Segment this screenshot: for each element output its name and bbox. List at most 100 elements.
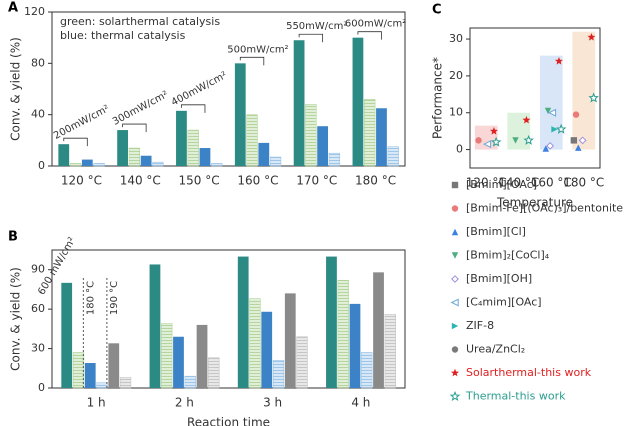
bar — [128, 147, 141, 167]
panel-label: B — [8, 230, 18, 245]
annotation: 400mW/cm² — [170, 70, 229, 109]
bar — [272, 360, 285, 389]
bar — [296, 336, 308, 389]
bar — [61, 282, 73, 388]
range-band — [572, 31, 596, 150]
note: blue: thermal catalysis — [60, 29, 186, 42]
marker — [451, 181, 459, 189]
x-tick-label: 120 °C — [61, 174, 102, 188]
y-tick-label: 60 — [31, 302, 45, 315]
legend-label: ZIF-8 — [466, 319, 494, 332]
bar — [376, 108, 387, 166]
bar — [284, 293, 296, 388]
marker — [522, 115, 531, 124]
marker — [449, 390, 461, 402]
y-tick-label: 0 — [38, 159, 45, 172]
marker — [587, 33, 596, 41]
bar — [117, 130, 128, 166]
bar — [81, 159, 93, 166]
bar — [187, 129, 199, 167]
bar — [58, 144, 70, 166]
legend-label: [Bmim]₂[CoCl]₄ — [466, 249, 550, 262]
marker — [542, 145, 549, 152]
legend-label: [Bmim][OAc] — [466, 178, 537, 191]
note: green: solarthermal catalysis — [60, 15, 220, 28]
marker — [578, 136, 587, 145]
bar — [196, 324, 208, 388]
marker — [588, 92, 599, 103]
y-axis-label: Conv. & yield (%) — [9, 37, 23, 141]
x-tick-label: 140 °C — [120, 174, 161, 188]
bar — [258, 142, 270, 166]
x-axis-label: Temperature — [496, 196, 573, 210]
bar — [69, 163, 82, 167]
bar — [293, 40, 305, 166]
marker — [523, 134, 534, 145]
range-band — [539, 55, 563, 150]
annotation: 200mW/cm² — [52, 103, 111, 142]
legend-label: Urea/ZnCl₂ — [466, 343, 525, 356]
bracket — [63, 137, 88, 147]
x-axis-label: Reaction time — [187, 416, 270, 426]
marker — [555, 57, 563, 65]
x-tick-label: 150 °C — [179, 174, 220, 188]
bar — [176, 110, 187, 166]
marker — [490, 127, 498, 135]
bar — [384, 314, 396, 389]
legend-label: [Bmim][Cl] — [466, 225, 526, 238]
bar — [152, 161, 164, 167]
bracket — [298, 33, 324, 43]
bar — [108, 343, 120, 388]
panel-label: C — [432, 3, 442, 18]
y-tick-label: 0 — [456, 143, 463, 156]
annotation: 550mW/cm² — [286, 21, 347, 32]
bar — [173, 336, 184, 388]
bracket — [122, 123, 147, 133]
bar — [361, 352, 373, 389]
bar — [140, 155, 152, 166]
marker — [451, 346, 459, 353]
bracket — [181, 104, 206, 113]
bar — [96, 382, 108, 389]
bar — [373, 272, 384, 388]
marker — [451, 205, 459, 212]
y-tick-label: 90 — [31, 263, 45, 276]
marker — [547, 108, 557, 117]
bar — [119, 377, 132, 389]
marker — [555, 123, 567, 134]
marker — [512, 137, 519, 144]
legend-label: Thermal-this work — [465, 390, 566, 403]
y-tick-label: 10 — [449, 106, 463, 119]
bar — [364, 99, 376, 167]
marker — [451, 275, 459, 283]
bar — [211, 163, 223, 167]
marker — [544, 107, 552, 115]
y-tick-label: 40 — [31, 108, 45, 121]
marker — [451, 322, 459, 330]
bar — [261, 311, 273, 388]
bar — [249, 298, 261, 389]
axes-frame — [469, 27, 601, 169]
y-axis-label: Conv. & yield (%) — [9, 267, 23, 371]
bracket — [357, 31, 382, 40]
bar — [149, 264, 161, 388]
y-tick-label: 30 — [31, 342, 45, 355]
bar — [326, 256, 337, 388]
y-tick-label: 20 — [449, 69, 463, 82]
marker — [475, 137, 482, 144]
marker — [551, 126, 558, 133]
marker — [483, 140, 492, 149]
y-tick-label: 120 — [24, 5, 45, 18]
bar — [328, 152, 341, 167]
x-tick-label: 1 h — [87, 396, 106, 410]
marker — [451, 252, 459, 259]
bar — [387, 146, 399, 167]
x-tick-label: 140 °C — [498, 176, 539, 190]
x-tick-label: 160 °C — [237, 174, 278, 188]
marker — [575, 144, 582, 151]
bar — [246, 114, 258, 167]
annotation: 180 °C — [85, 281, 96, 315]
bar — [199, 148, 211, 166]
x-tick-label: 4 h — [351, 396, 370, 410]
legend-label: Solarthermal-this work — [466, 366, 592, 379]
